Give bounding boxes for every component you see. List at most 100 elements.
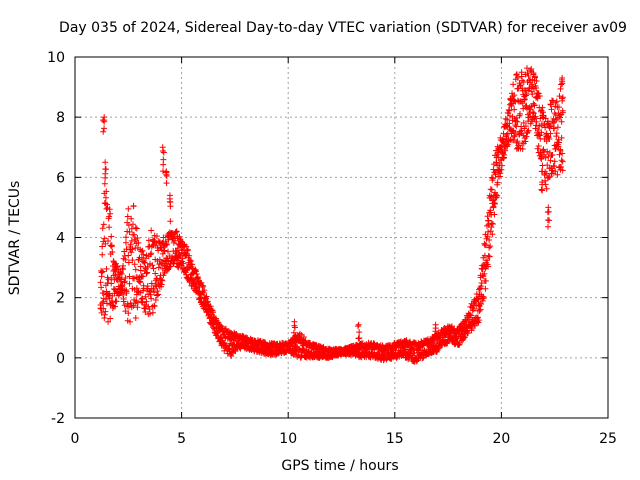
data-point [527, 67, 534, 74]
data-point [474, 296, 481, 303]
data-point [125, 252, 132, 259]
data-point [510, 81, 517, 88]
data-point [523, 133, 530, 140]
data-point [544, 209, 551, 216]
data-point [479, 297, 486, 304]
data-point [491, 211, 498, 218]
data-point [159, 148, 166, 155]
x-tick-label: 20 [492, 431, 510, 447]
data-point [498, 162, 505, 169]
data-point [554, 124, 561, 131]
data-point [141, 259, 148, 266]
data-point [103, 188, 110, 195]
data-point [110, 258, 117, 265]
data-point [480, 295, 487, 302]
axis-ticks: 0 5 10 15 20 25 -2 0 2 4 6 8 10 [47, 50, 617, 447]
data-point [479, 266, 486, 273]
data-point [139, 247, 146, 254]
data-point [538, 129, 545, 136]
data-point [105, 318, 112, 325]
data-point [539, 104, 546, 111]
data-point [102, 170, 109, 177]
data-point [147, 310, 154, 317]
data-point [147, 291, 154, 298]
data-point [506, 107, 513, 114]
data-point [541, 151, 548, 158]
data-point [522, 138, 529, 145]
data-point [107, 315, 114, 322]
data-point [100, 298, 107, 305]
data-point [127, 241, 134, 248]
data-point [557, 114, 564, 121]
data-point [102, 296, 109, 303]
data-point [101, 125, 108, 132]
data-point [392, 344, 399, 351]
data-point [108, 280, 115, 287]
data-point [530, 110, 537, 117]
data-point [517, 82, 524, 89]
data-point [533, 118, 540, 125]
data-point [559, 97, 566, 104]
data-point [503, 122, 510, 129]
data-point [486, 253, 493, 260]
data-point [525, 127, 532, 134]
data-point [478, 300, 485, 307]
data-point [180, 244, 187, 251]
data-point [543, 170, 550, 177]
x-tick-label: 15 [386, 431, 404, 447]
y-tick-label: 2 [56, 291, 65, 307]
data-point [553, 133, 560, 140]
data-point [514, 74, 521, 81]
data-point [101, 311, 108, 318]
data-point [148, 250, 155, 257]
data-point [496, 173, 503, 180]
y-tick-label: -2 [51, 411, 65, 427]
y-tick-label: 0 [56, 351, 65, 367]
data-point [129, 221, 136, 228]
data-point [203, 293, 210, 300]
data-point [433, 348, 440, 355]
data-point [527, 120, 534, 127]
y-tick-label: 4 [56, 231, 65, 247]
data-point [477, 306, 484, 313]
data-point [557, 146, 564, 153]
data-points [97, 65, 566, 365]
data-point [125, 310, 132, 317]
data-point [160, 156, 167, 163]
data-point [147, 251, 154, 258]
data-point [173, 228, 180, 235]
data-point [300, 333, 307, 340]
data-point [558, 157, 565, 164]
data-point [183, 243, 190, 250]
data-point [506, 101, 513, 108]
data-point [99, 243, 106, 250]
data-point [482, 241, 489, 248]
y-tick-label: 6 [56, 170, 65, 186]
data-point [544, 148, 551, 155]
data-point [512, 129, 519, 136]
data-point [555, 104, 562, 111]
data-point [167, 218, 174, 225]
data-point [451, 340, 458, 347]
data-point [559, 150, 566, 157]
data-point [488, 174, 495, 181]
data-point [102, 159, 109, 166]
data-point [493, 159, 500, 166]
data-point [466, 311, 473, 318]
data-point [101, 180, 108, 187]
data-point [108, 275, 115, 282]
data-point [163, 267, 170, 274]
data-point [513, 71, 520, 78]
data-point [486, 244, 493, 251]
data-point [498, 166, 505, 173]
data-point [98, 309, 105, 316]
data-point [179, 255, 186, 262]
data-point [523, 91, 530, 98]
data-point [500, 155, 507, 162]
data-point [200, 283, 207, 290]
data-point [517, 110, 524, 117]
data-point [207, 303, 214, 310]
data-point [132, 314, 139, 321]
data-point [490, 203, 497, 210]
data-point [187, 257, 194, 264]
